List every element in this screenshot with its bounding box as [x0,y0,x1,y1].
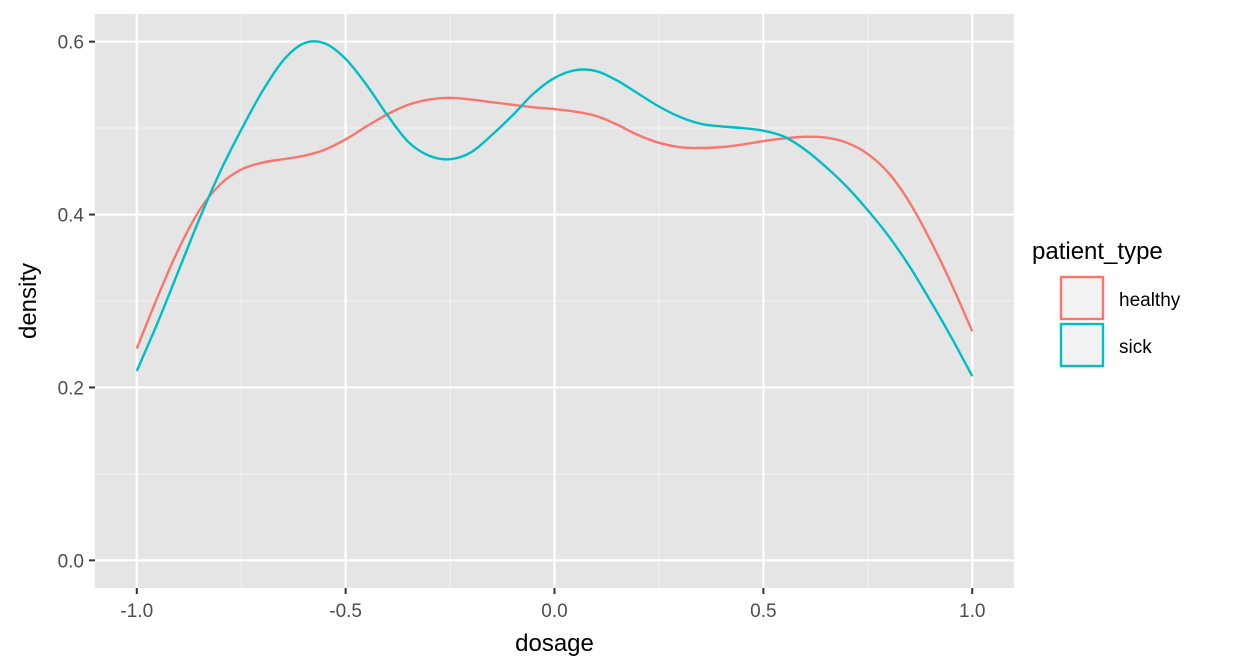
x-axis: -1.0 -0.5 0.0 0.5 1.0 [120,588,985,622]
y-axis-title: density [15,263,42,339]
density-lines [135,40,974,377]
x-tick-label: 0.0 [541,601,567,622]
series-line-healthy [135,96,974,349]
y-axis: 0.0 0.2 0.4 0.6 [58,33,95,572]
x-axis-title: dosage [515,630,594,657]
series-line-sick [135,40,974,377]
y-tick-label: 0.6 [58,33,84,54]
x-tick-label: 1.0 [959,601,985,622]
legend-item-healthy: healthy [1059,275,1181,321]
y-tick-label: 0.4 [58,206,85,227]
y-tick-label: 0.0 [58,551,84,572]
legend-title: patient_type [1032,238,1163,265]
legend-label-healthy: healthy [1119,290,1181,311]
legend-label-sick: sick [1119,337,1152,358]
legend-key-sick [1059,322,1105,368]
legend-items: healthy sick [1059,275,1181,368]
legend: patient_type healthy sick [1032,238,1181,368]
x-tick-label: -0.5 [329,601,362,622]
legend-item-sick: sick [1059,322,1152,368]
major-grid [95,14,1014,588]
y-tick-label: 0.2 [58,378,84,399]
x-tick-label: -1.0 [120,601,153,622]
legend-key-healthy [1059,275,1105,321]
x-tick-label: 0.5 [750,601,776,622]
